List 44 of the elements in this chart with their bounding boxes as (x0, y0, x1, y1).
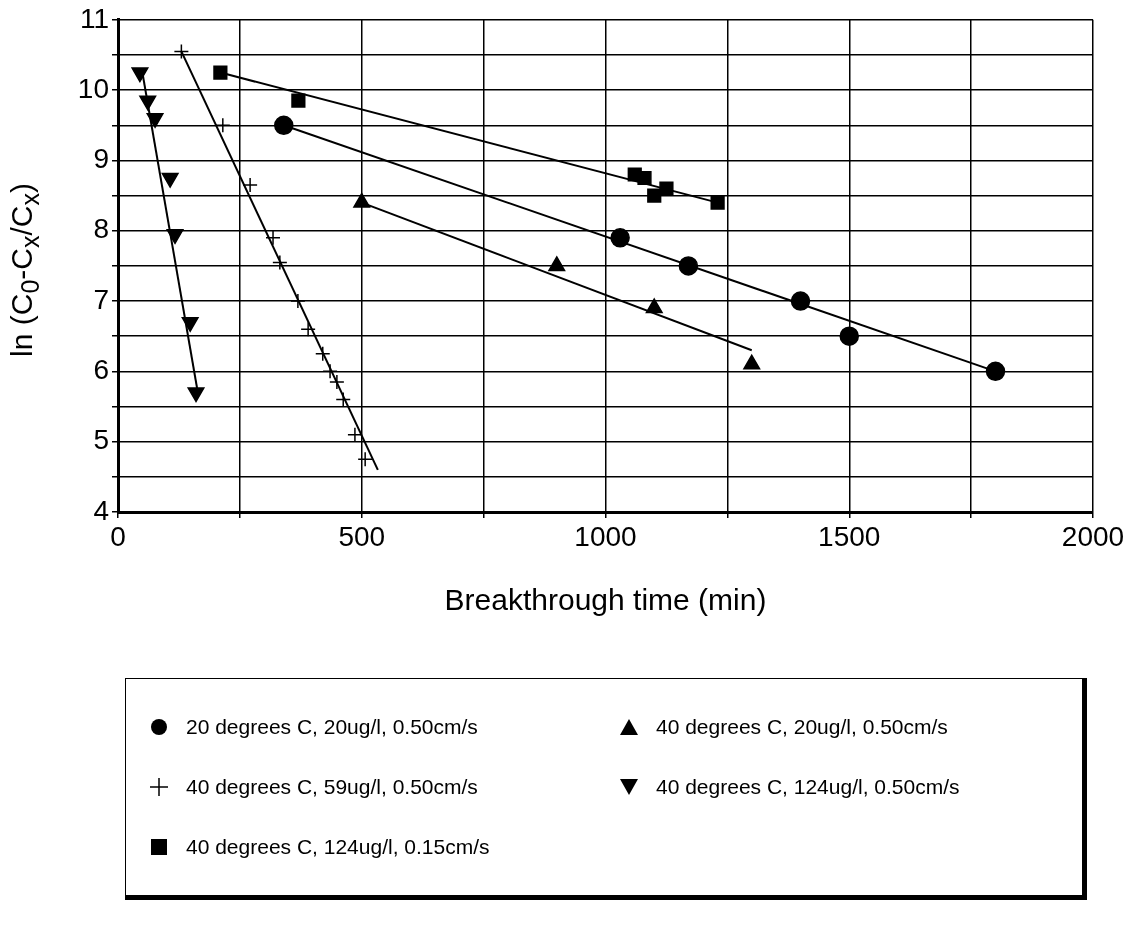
y-tick-label: 6 (93, 354, 109, 386)
legend-label: 40 degrees C, 20ug/l, 0.50cm/s (656, 715, 948, 739)
y-tick-label: 5 (93, 424, 109, 456)
legend-label: 40 degrees C, 124ug/l, 0.15cm/s (186, 835, 490, 859)
y-tick-label: 7 (93, 283, 109, 315)
legend-label: 40 degrees C, 59ug/l, 0.50cm/s (186, 775, 478, 799)
point (678, 256, 699, 276)
point (300, 321, 316, 337)
point (335, 391, 351, 408)
point (291, 93, 306, 108)
point (329, 374, 345, 390)
point (790, 291, 811, 311)
legend-label: 40 degrees C, 124ug/l, 0.50cm/s (656, 775, 960, 799)
x-axis-title: Breakthrough time (min) (444, 583, 767, 617)
point (173, 43, 190, 60)
y-tick-label: 11 (79, 2, 109, 34)
point (274, 115, 294, 136)
y-tick-label: 4 (93, 494, 109, 526)
point (242, 177, 258, 193)
point (839, 326, 859, 346)
point (357, 451, 373, 468)
x-tick-label: 0 (110, 520, 126, 552)
x-tick-label: 500 (338, 520, 386, 552)
point (637, 170, 652, 186)
legend-label: 20 degrees C, 20ug/l, 0.50cm/s (186, 715, 478, 739)
point (181, 316, 199, 332)
point (710, 195, 725, 210)
point (610, 228, 630, 248)
point (659, 181, 674, 196)
point (347, 426, 363, 443)
point (315, 346, 331, 362)
x-tick-label: 2000 (1061, 520, 1125, 552)
point (647, 188, 662, 203)
point (265, 230, 281, 246)
y-tick-label: 9 (93, 143, 109, 175)
point (272, 254, 288, 271)
point (161, 172, 179, 188)
point (213, 65, 228, 80)
x-tick-label: 1000 (574, 520, 637, 552)
y-tick-label: 10 (77, 72, 109, 104)
point (146, 112, 164, 128)
y-tick-label: 8 (93, 213, 109, 245)
point (985, 361, 1006, 382)
x-tick-label: 1500 (818, 520, 881, 552)
